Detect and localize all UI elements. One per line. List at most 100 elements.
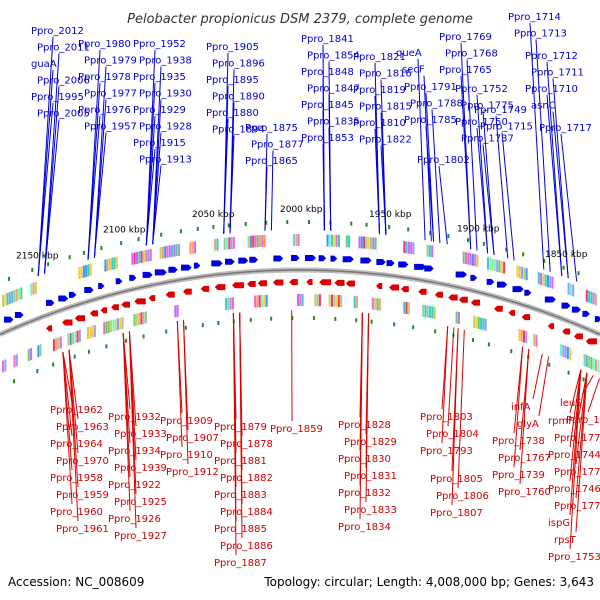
reverse-gene-label[interactable]: Ppro_1878 — [220, 439, 273, 450]
reverse-gene-label[interactable]: Ppro_1830 — [338, 454, 391, 465]
forward-gene-label[interactable]: Ppro_1929 — [133, 105, 186, 116]
reverse-gene-label[interactable]: Ppro_1958 — [50, 473, 103, 484]
reverse-gene-label[interactable]: Ppro_1832 — [338, 488, 391, 499]
reverse-gene-label[interactable]: Ppro_1803 — [420, 412, 473, 423]
reverse-gene-label[interactable]: Ppro_1887 — [214, 558, 267, 569]
forward-gene-label[interactable]: Ppro_1905 — [206, 42, 259, 53]
forward-gene-label[interactable]: Ppro_2006 — [37, 76, 90, 87]
forward-gene-label[interactable]: Ppro_1880 — [206, 108, 259, 119]
reverse-gene-label[interactable]: Ppro_1773 — [554, 501, 600, 512]
reverse-gene-label[interactable]: Ppro_1922 — [108, 480, 161, 491]
forward-gene-label[interactable]: Ppro_1894 — [212, 125, 265, 136]
reverse-gene-label[interactable]: Ppro_1961 — [56, 524, 109, 535]
reverse-gene-label[interactable]: Ppro_1970 — [56, 456, 109, 467]
reverse-gene-label[interactable]: Ppro_1829 — [344, 437, 397, 448]
reverse-gene-label[interactable]: Ppro_1770 — [554, 433, 600, 444]
reverse-gene-label[interactable]: Ppro_1882 — [220, 473, 273, 484]
forward-gene-label[interactable]: Ppro_1822 — [359, 135, 412, 146]
forward-gene-label[interactable]: guaA — [31, 59, 57, 70]
reverse-gene-label[interactable]: Ppro_1883 — [214, 490, 267, 501]
reverse-gene-label[interactable]: Ppro_1804 — [426, 429, 479, 440]
reverse-gene-label[interactable]: Ppro_1926 — [108, 514, 161, 525]
reverse-gene-label[interactable]: Ppro_1739 — [492, 470, 545, 481]
forward-gene-label[interactable]: Ppro_2012 — [31, 26, 84, 37]
forward-gene-label[interactable]: Ppro_1895 — [206, 75, 259, 86]
forward-gene-label[interactable]: Ppro_1957 — [84, 122, 137, 133]
reverse-gene-label[interactable]: Ppro_1859 — [270, 424, 323, 435]
reverse-gene-label[interactable]: Ppro_1753 — [548, 552, 600, 563]
reverse-gene-label[interactable]: Ppro_1766 — [566, 415, 600, 426]
reverse-gene-label[interactable]: Ppro_1828 — [338, 420, 391, 431]
forward-gene-label[interactable]: secF — [402, 65, 425, 76]
forward-gene-label[interactable]: Ppro_1995 — [31, 92, 84, 103]
forward-gene-label[interactable]: Ppro_1769 — [439, 32, 492, 43]
forward-gene-label[interactable]: Ppro_1815 — [359, 102, 412, 113]
forward-gene-label[interactable]: Ppro_1710 — [525, 84, 578, 95]
forward-gene-label[interactable]: Ppro_1712 — [525, 51, 578, 62]
forward-gene-label[interactable]: Ppro_1930 — [139, 89, 192, 100]
reverse-gene-label[interactable]: Ppro_1793 — [420, 446, 473, 457]
reverse-gene-label[interactable]: rpsT — [554, 535, 577, 546]
reverse-gene-label[interactable]: leuS — [560, 398, 582, 409]
reverse-gene-label[interactable]: rpmF — [548, 416, 574, 427]
forward-gene-label[interactable]: Ppro_1835 — [307, 117, 360, 128]
forward-gene-label[interactable]: Ppro_1928 — [139, 122, 192, 133]
forward-gene-label[interactable]: Ppro_1802 — [417, 155, 470, 166]
forward-gene-label[interactable]: Ppro_1749 — [474, 105, 527, 116]
reverse-gene-label[interactable]: glyA — [517, 419, 539, 430]
forward-gene-label[interactable]: Ppro_1788 — [410, 99, 463, 110]
forward-gene-label[interactable]: Ppro_1952 — [133, 39, 186, 50]
forward-gene-label[interactable]: Ppro_1977 — [84, 89, 137, 100]
forward-gene-label[interactable]: Ppro_1865 — [245, 156, 298, 167]
forward-gene-label[interactable]: Ppro_1853 — [301, 133, 354, 144]
reverse-gene-label[interactable]: Ppro_1806 — [436, 491, 489, 502]
forward-gene-label[interactable]: Ppro_1821 — [353, 52, 406, 63]
forward-gene-label[interactable]: Ppro_1896 — [212, 59, 265, 70]
reverse-gene-label[interactable]: Ppro_1962 — [50, 405, 103, 416]
reverse-gene-label[interactable]: ispG — [548, 518, 570, 529]
forward-gene-label[interactable]: Ppro_1816 — [359, 69, 412, 80]
reverse-gene-label[interactable]: Ppro_1831 — [344, 471, 397, 482]
reverse-gene-label[interactable]: Ppro_1907 — [166, 433, 219, 444]
forward-gene-label[interactable]: Ppro_1711 — [531, 68, 584, 79]
reverse-gene-label[interactable]: Ppro_1959 — [56, 490, 109, 501]
reverse-gene-label[interactable]: Ppro_1933 — [114, 429, 167, 440]
reverse-gene-label[interactable]: Ppro_1807 — [430, 508, 483, 519]
reverse-gene-label[interactable]: Ppro_1884 — [220, 507, 273, 518]
forward-gene-label[interactable]: Ppro_1737 — [461, 134, 514, 145]
forward-gene-label[interactable]: Ppro_2005 — [37, 109, 90, 120]
forward-gene-label[interactable]: Ppro_2011 — [37, 43, 90, 54]
reverse-gene-label[interactable]: Ppro_1939 — [114, 463, 167, 474]
reverse-gene-label[interactable]: Ppro_1834 — [338, 522, 391, 533]
forward-gene-label[interactable]: Ppro_1980 — [78, 39, 131, 50]
reverse-gene-label[interactable]: Ppro_1932 — [108, 412, 161, 423]
forward-gene-label[interactable]: Ppro_1935 — [133, 72, 186, 83]
reverse-gene-label[interactable]: Ppro_1772 — [554, 467, 600, 478]
reverse-gene-label[interactable]: Ppro_1910 — [160, 450, 213, 461]
reverse-gene-label[interactable]: Ppro_1964 — [50, 439, 103, 450]
forward-gene-label[interactable]: Ppro_1768 — [445, 49, 498, 60]
forward-gene-label[interactable]: Ppro_1979 — [84, 56, 137, 67]
forward-gene-label[interactable]: Ppro_1765 — [439, 65, 492, 76]
forward-gene-label[interactable]: Ppro_1717 — [539, 123, 592, 134]
forward-gene-label[interactable]: Ppro_1845 — [301, 100, 354, 111]
forward-gene-label[interactable]: Ppro_1715 — [480, 122, 533, 133]
forward-gene-label[interactable]: Ppro_1785 — [404, 115, 457, 126]
reverse-gene-label[interactable]: Ppro_1760 — [498, 487, 551, 498]
reverse-gene-label[interactable]: Ppro_1879 — [214, 422, 267, 433]
forward-gene-label[interactable]: Ppro_1978 — [78, 72, 131, 83]
reverse-gene-label[interactable]: Ppro_1909 — [160, 416, 213, 427]
reverse-gene-label[interactable]: Ppro_1833 — [344, 505, 397, 516]
reverse-gene-label[interactable]: Ppro_1927 — [114, 531, 167, 542]
forward-gene-label[interactable]: Ppro_1713 — [514, 29, 567, 40]
forward-gene-label[interactable]: Ppro_1938 — [139, 56, 192, 67]
reverse-gene-label[interactable]: Ppro_1925 — [114, 497, 167, 508]
reverse-gene-label[interactable]: Ppro_1881 — [214, 456, 267, 467]
forward-gene-label[interactable]: Ppro_1714 — [508, 12, 561, 23]
reverse-gene-label[interactable]: Ppro_1912 — [166, 467, 219, 478]
forward-gene-label[interactable]: Ppro_1875 — [245, 123, 298, 134]
reverse-gene-label[interactable]: Ppro_1738 — [492, 436, 545, 447]
forward-gene-label[interactable]: Ppro_1915 — [133, 138, 186, 149]
reverse-gene-label[interactable]: Ppro_1805 — [430, 474, 483, 485]
forward-gene-label[interactable]: Ppro_1976 — [78, 105, 131, 116]
